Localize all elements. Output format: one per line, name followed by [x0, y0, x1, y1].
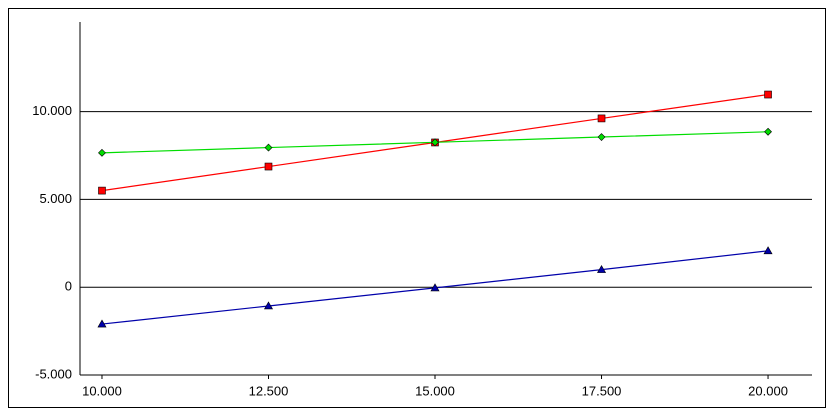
marker	[263, 301, 274, 310]
marker	[264, 162, 273, 171]
marker	[431, 138, 439, 147]
marker	[597, 133, 606, 141]
x-tick-label: 20.000	[748, 383, 788, 398]
y-tick-label: -5.000	[35, 366, 72, 381]
marker	[764, 127, 772, 136]
marker	[763, 246, 773, 255]
marker	[98, 186, 106, 195]
x-tick-label: 17.500	[582, 383, 622, 398]
y-tick-label: 5.000	[39, 191, 72, 206]
chart-frame	[8, 8, 826, 408]
marker	[764, 90, 772, 99]
marker	[597, 265, 607, 273]
y-tick-label: 0	[65, 279, 72, 294]
x-tick-label: 10.000	[82, 383, 122, 398]
marker	[264, 143, 273, 152]
x-tick-label: 12.500	[249, 383, 289, 398]
x-tick-label: 15.000	[415, 383, 455, 398]
marker	[430, 283, 440, 292]
marker	[98, 148, 106, 157]
marker	[97, 319, 107, 328]
marker	[597, 114, 606, 123]
y-tick-label: 10.000	[32, 103, 72, 118]
